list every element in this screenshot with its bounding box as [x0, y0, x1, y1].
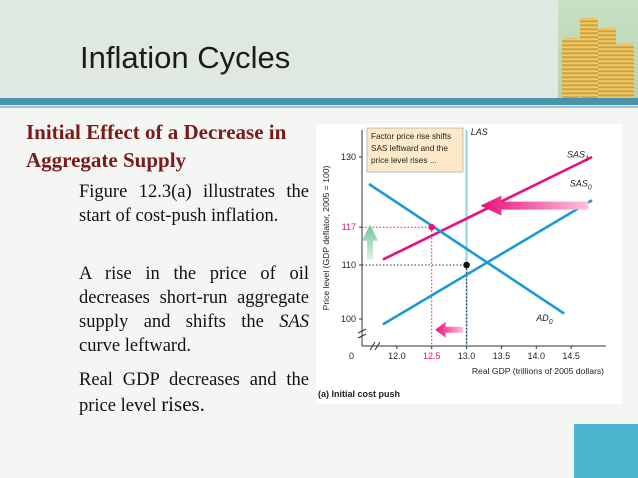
cost-push-chart: Factor price rise shifts SAS leftward and…	[318, 127, 606, 399]
divider-rule-thin	[0, 106, 638, 108]
y-tick-label: 110	[342, 260, 356, 270]
y-tick-label: 100	[341, 314, 356, 324]
title-band	[0, 0, 638, 98]
shift-left-arrow	[480, 195, 589, 216]
equilibrium-point	[463, 261, 470, 269]
sas1-label: SAS1	[567, 150, 589, 163]
x-tick-label: 13.5	[493, 351, 511, 361]
x-axis-title: Real GDP (trillions of 2005 dollars)	[472, 366, 604, 376]
coin-stack-image	[558, 0, 638, 98]
y-axis-title: Price level (GDP deflator, 2005 = 100)	[321, 165, 331, 310]
paragraph-result-text: Real GDP decreases and the price level	[79, 370, 309, 416]
annotation-box	[366, 127, 464, 173]
y-tick-label: 117	[342, 222, 356, 232]
x-tick-label: 12.5	[423, 351, 441, 361]
origin-label: 0	[349, 351, 354, 361]
ad0-label-sub: 0	[549, 319, 553, 326]
x-tick-label: 14.5	[562, 351, 580, 361]
x-tick-label: 14.0	[528, 351, 546, 361]
chart-caption: (a) Initial cost push	[318, 389, 400, 399]
y-tick-label: 130	[341, 152, 356, 162]
text-column: Initial Effect of a Decrease in Aggregat…	[26, 118, 316, 174]
paragraph-oil-price: A rise in the price of oil decreases sho…	[79, 262, 309, 358]
divider-rule	[0, 98, 638, 105]
paragraph-oil-price-text: A rise in the price of oil decreases sho…	[79, 264, 309, 356]
ad0-curve	[368, 182, 565, 315]
paragraph-result-emphasis: rises.	[161, 392, 205, 416]
sas1-label-sub: 1	[585, 156, 589, 163]
paragraph-result: Real GDP decreases and the price level r…	[79, 368, 309, 418]
x-tick-label: 12.0	[388, 351, 406, 361]
gdp-decrease-arrow	[435, 321, 464, 338]
x-axis-break	[369, 341, 381, 351]
annotation-line: Factor price rise shifts	[371, 132, 451, 141]
annotation-background	[366, 127, 464, 173]
annotation-line: price level rises ...	[371, 156, 437, 165]
ad0-label: AD0	[535, 313, 553, 326]
slide-title: Inflation Cycles	[80, 40, 291, 75]
equilibrium-point	[428, 223, 436, 231]
section-heading: Initial Effect of a Decrease in Aggregat…	[26, 120, 287, 172]
las-label: LAS	[471, 127, 488, 137]
sas0-label-sub: 0	[588, 185, 592, 192]
x-tick-label: 13.0	[458, 351, 476, 361]
corner-decoration	[574, 424, 638, 478]
y-axis-break	[357, 328, 367, 339]
price-increase-arrow	[362, 224, 378, 260]
paragraph-figure: Figure 12.3(a) illustrates the start of …	[79, 182, 309, 226]
chart-panel: Factor price rise shifts SAS leftward and…	[316, 124, 622, 404]
annotation-line: SAS leftward and the	[371, 144, 448, 153]
sas-term: SAS	[279, 312, 309, 332]
sas0-label: SAS0	[570, 179, 592, 192]
